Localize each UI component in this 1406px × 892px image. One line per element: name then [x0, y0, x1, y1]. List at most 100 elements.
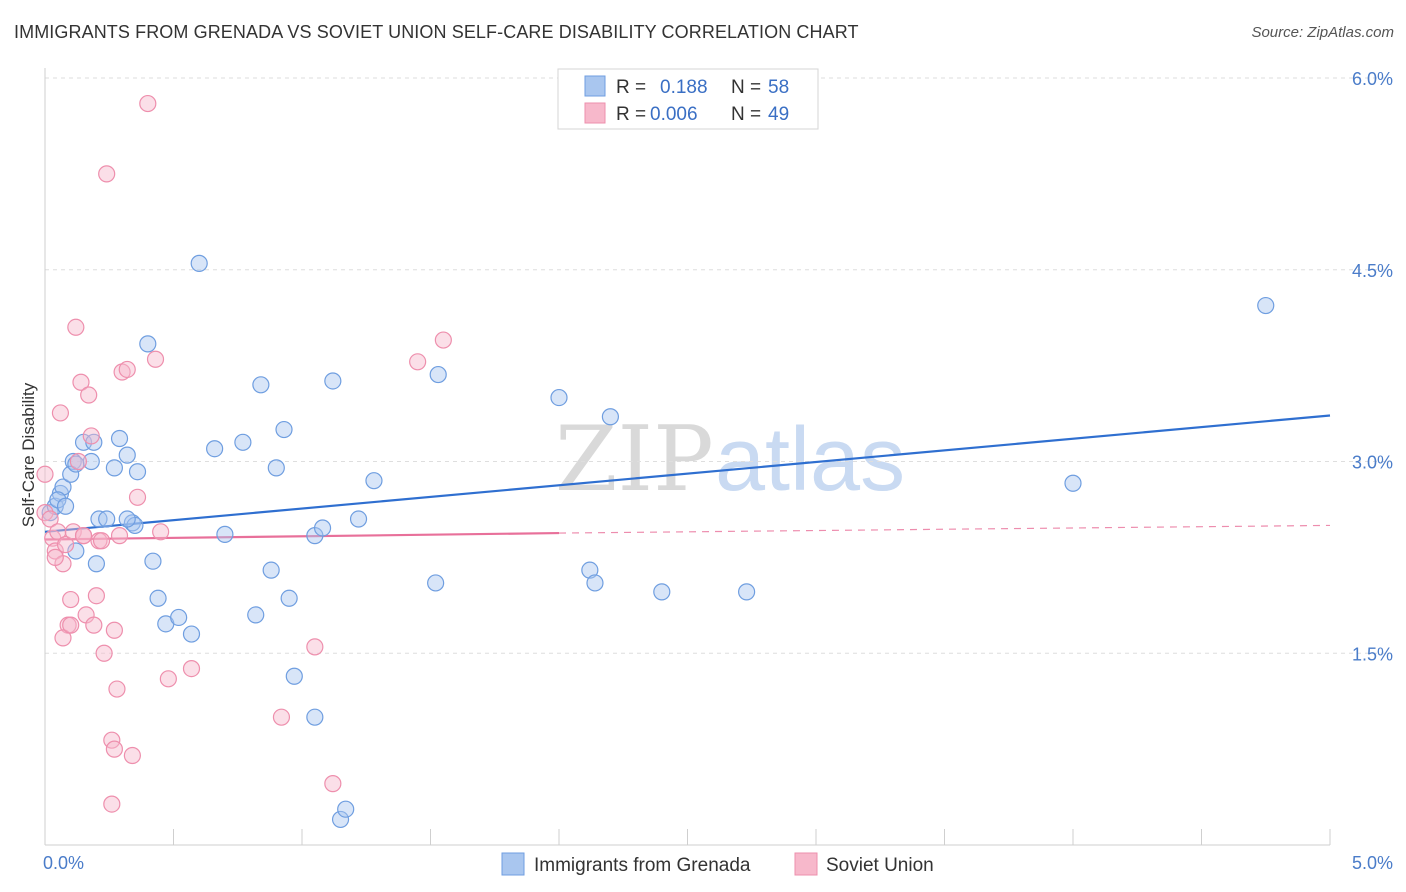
- point-0-56: [128, 463, 147, 481]
- point-0-21: [149, 589, 167, 607]
- point-0-23: [190, 254, 208, 272]
- point-0-55: [87, 555, 106, 573]
- gridlines: [45, 77, 1385, 654]
- point-0-24: [170, 608, 188, 627]
- point-0-35: [285, 667, 303, 685]
- chart-title: IMMIGRANTS FROM GRENADA VS SOVIET UNION …: [14, 22, 859, 42]
- point-1-36: [182, 659, 201, 678]
- trend-line-1: [44, 531, 560, 541]
- bottom-legend-label-grenada: Immigrants from Grenada: [534, 855, 751, 876]
- point-1-29: [118, 360, 136, 379]
- point-1-25: [105, 740, 123, 758]
- point-0-51: [738, 583, 756, 601]
- trend-extension-1: [558, 524, 1331, 534]
- watermark-zip: ZIP: [555, 407, 714, 512]
- bottom-legend-swatch-grenada: [501, 852, 525, 876]
- y-tick-label-3: 6.0%: [1352, 69, 1393, 89]
- point-1-21: [95, 644, 113, 662]
- data-points: [36, 94, 1275, 829]
- bottom-legend-swatch-soviet: [794, 852, 818, 876]
- legend-r-label-2: R =: [616, 104, 646, 125]
- point-0-19: [139, 335, 157, 353]
- y-axis-title: Self-Care Disability: [19, 382, 38, 527]
- point-1-31: [128, 488, 147, 506]
- source-label: Source: ZipAtlas.com: [1251, 24, 1394, 41]
- point-0-45: [429, 365, 447, 384]
- point-1-44: [46, 548, 64, 566]
- legend-swatch-grenada: [584, 75, 606, 97]
- point-0-43: [365, 472, 383, 490]
- point-1-12: [69, 452, 88, 471]
- x-tick-label-0: 0.0%: [43, 853, 84, 873]
- point-0-15: [118, 446, 136, 464]
- bottom-legend: Immigrants from Grenada Soviet Union: [501, 852, 934, 876]
- point-1-27: [110, 527, 129, 545]
- point-1-41: [434, 331, 452, 349]
- point-0-49: [601, 408, 620, 426]
- point-1-38: [306, 638, 324, 656]
- point-0-7: [62, 465, 80, 483]
- point-0-5: [64, 452, 82, 471]
- point-0-20: [144, 552, 162, 570]
- y-tick-label-2: 4.5%: [1352, 261, 1393, 281]
- point-0-38: [324, 372, 342, 390]
- legend-swatch-soviet: [584, 102, 606, 124]
- point-1-42: [103, 795, 121, 813]
- point-1-45: [54, 629, 72, 647]
- legend-n-label-1: N =: [731, 77, 761, 98]
- point-0-13: [105, 459, 123, 477]
- point-0-14: [110, 429, 129, 448]
- point-1-22: [98, 165, 116, 183]
- point-1-17: [82, 427, 100, 445]
- point-1-40: [409, 353, 427, 371]
- point-1-43: [36, 465, 54, 483]
- point-1-16: [80, 386, 98, 404]
- legend-r-label-1: R =: [616, 77, 646, 98]
- axes: [44, 68, 1331, 846]
- point-0-44: [427, 574, 445, 592]
- point-0-3: [54, 478, 72, 496]
- point-1-3: [46, 542, 64, 560]
- point-1-48: [92, 532, 111, 550]
- point-1-18: [85, 616, 103, 634]
- point-0-31: [262, 561, 280, 579]
- point-0-29: [247, 606, 265, 624]
- point-1-11: [67, 318, 85, 336]
- point-1-19: [87, 587, 106, 605]
- trend-lines: [44, 414, 1331, 541]
- point-0-39: [306, 708, 324, 726]
- point-1-33: [146, 350, 165, 368]
- point-1-30: [123, 746, 141, 765]
- point-0-57: [67, 542, 85, 560]
- trend-line-0: [44, 414, 1331, 533]
- tick-labels: 1.5% 3.0% 4.5% 6.0% 0.0% 5.0%: [43, 69, 1393, 873]
- point-0-33: [275, 420, 293, 439]
- legend-box: R = 0.188 N = 58 R = 0.006 N = 49: [557, 68, 819, 130]
- point-0-50: [653, 583, 671, 601]
- point-0-46: [550, 388, 568, 407]
- y-tick-label-1: 3.0%: [1352, 453, 1393, 473]
- legend-n-value-1: 58: [768, 77, 789, 98]
- point-0-27: [216, 525, 234, 543]
- legend-r-value-1: 0.188: [660, 77, 708, 98]
- point-1-39: [324, 775, 342, 793]
- point-0-25: [182, 625, 201, 643]
- point-1-7: [56, 535, 75, 554]
- point-0-40: [331, 810, 350, 829]
- point-0-37: [313, 519, 332, 537]
- x-tick-label-1: 5.0%: [1352, 853, 1393, 873]
- point-0-53: [1257, 296, 1275, 315]
- point-1-46: [62, 616, 80, 634]
- legend-n-label-2: N =: [731, 104, 761, 125]
- legend-n-value-2: 49: [768, 104, 789, 125]
- point-0-18: [118, 510, 136, 528]
- point-1-26: [108, 680, 126, 698]
- point-0-12: [98, 510, 116, 528]
- point-0-30: [252, 376, 270, 394]
- point-1-35: [159, 670, 177, 688]
- point-0-47: [581, 561, 599, 579]
- watermark-atlas: atlas: [715, 410, 905, 510]
- point-1-5: [51, 404, 70, 422]
- point-0-41: [337, 800, 355, 818]
